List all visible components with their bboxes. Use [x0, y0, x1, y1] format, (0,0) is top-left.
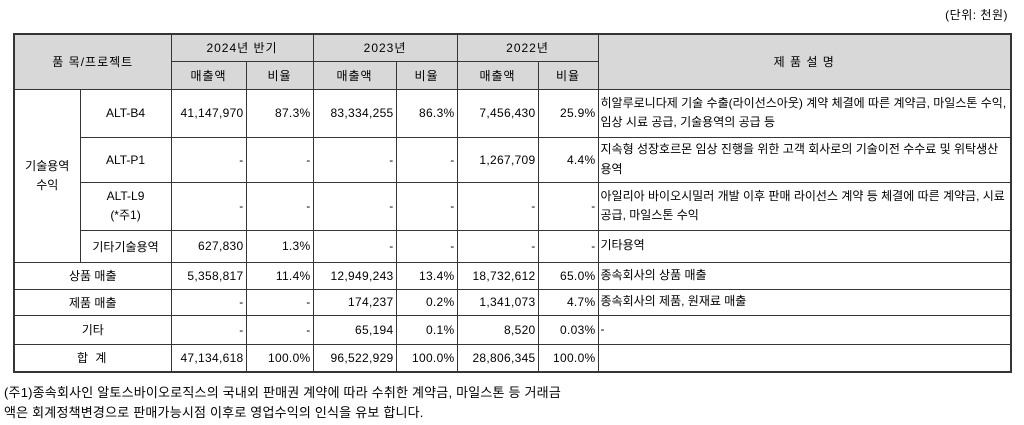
- cell-2024-ratio: -: [245, 136, 314, 183]
- header-revenue-2024: 매출액: [170, 60, 247, 90]
- row-label-alt-p1: ALT-P1: [79, 136, 172, 183]
- cell-2024-ratio: 87.3%: [245, 88, 314, 138]
- cell-2022-revenue: 28,806,345: [456, 343, 539, 373]
- group-label-tech-service-revenue: 기술용역 수익: [13, 88, 81, 263]
- cell-2022-revenue: 1,341,073: [456, 288, 539, 316]
- header-ratio-2024: 비율: [245, 60, 314, 90]
- cell-2023-ratio: 0.2%: [395, 288, 458, 316]
- cell-2024-revenue: -: [170, 136, 247, 183]
- row-label-total: 합 계: [13, 343, 172, 373]
- footnote-line-2: 액은 회계정책변경으로 판매가능시점 이후로 영업수익의 인식을 유보 합니다.: [4, 405, 424, 420]
- cell-2024-revenue: 41,147,970: [170, 88, 247, 138]
- cell-2023-revenue: 83,334,255: [312, 88, 397, 138]
- table-row: ALT-P1 - - - - 1,267,709 4.4% 지속형 성장호르몬 …: [14, 136, 1012, 183]
- cell-2023-revenue: 12,949,243: [312, 261, 397, 290]
- header-2022: 2022년: [456, 33, 599, 62]
- header-ratio-2022: 비율: [537, 60, 599, 90]
- cell-2023-revenue: 174,237: [312, 288, 397, 316]
- cell-2023-revenue: -: [312, 181, 397, 231]
- footnote-line-1: (주1)종속회사인 알토스바이오로직스의 국내외 판매권 계약에 따라 수취한 …: [4, 385, 561, 400]
- footnote: (주1)종속회사인 알토스바이오로직스의 국내외 판매권 계약에 따라 수취한 …: [4, 383, 704, 423]
- cell-description: [597, 343, 1012, 373]
- cell-2022-ratio: 4.7%: [537, 288, 599, 316]
- cell-2023-ratio: -: [395, 229, 458, 263]
- table-row: 기타 - - 65,194 0.1% 8,520 0.03% -: [13, 314, 1012, 345]
- cell-2023-ratio: 86.3%: [395, 88, 458, 138]
- cell-2024-ratio: -: [245, 314, 314, 345]
- cell-2022-revenue: -: [456, 229, 539, 263]
- header-ratio-2023: 비율: [395, 60, 458, 90]
- cell-2024-ratio: -: [245, 288, 314, 316]
- cell-2022-ratio: 100.0%: [537, 343, 599, 373]
- cell-2022-ratio: 4.4%: [537, 136, 599, 183]
- row-label-other-tech-service: 기타기술용역: [79, 229, 172, 263]
- cell-description: -: [597, 314, 1012, 345]
- cell-2024-revenue: 5,358,817: [170, 261, 247, 290]
- header-product-description: 제 품 설 명: [597, 33, 1012, 90]
- cell-2023-ratio: -: [395, 136, 458, 183]
- cell-2022-ratio: 65.0%: [537, 261, 599, 290]
- cell-2024-ratio: -: [245, 181, 314, 231]
- cell-description: 기타용역: [597, 229, 1012, 263]
- header-row-periods: 품 목/프로젝트 2024년 반기 2023년 2022년 제 품 설 명: [13, 33, 1012, 90]
- row-label-other: 기타: [13, 314, 172, 345]
- cell-description: 지속형 성장호르몬 임상 진행을 위한 고객 회사로의 기술이전 수수료 및 위…: [597, 136, 1012, 183]
- header-2024-half: 2024년 반기: [170, 33, 314, 62]
- cell-2024-ratio: 100.0%: [245, 343, 314, 373]
- header-item-project: 품 목/프로젝트: [13, 33, 172, 90]
- cell-2024-revenue: -: [170, 181, 247, 231]
- cell-2022-revenue: 8,520: [456, 314, 539, 345]
- table-row: 기타기술용역 627,830 1.3% - - - - 기타용역: [14, 229, 1012, 263]
- cell-2024-revenue: -: [170, 314, 247, 345]
- cell-2022-ratio: -: [537, 181, 599, 231]
- cell-2023-ratio: -: [395, 181, 458, 231]
- table-row: 제품 매출 - - 174,237 0.2% 1,341,073 4.7% 종속…: [13, 288, 1012, 316]
- table-row-total: 합 계 47,134,618 100.0% 96,522,929 100.0% …: [13, 343, 1012, 373]
- row-label-goods-sales: 상품 매출: [13, 261, 172, 290]
- table-row: ALT-L9 (*주1) - - - - - - 아일리아 바이오시밀러 개발 …: [14, 181, 1012, 231]
- cell-description: 히알루로니다제 기술 수출(라이선스아웃) 계약 체결에 따른 계약금, 마일스…: [597, 88, 1012, 138]
- cell-2022-ratio: 25.9%: [537, 88, 599, 138]
- header-row-measures: 매출액 비율 매출액 비율 매출액 비율: [14, 60, 1011, 90]
- cell-2022-revenue: 7,456,430: [456, 88, 539, 138]
- cell-2023-ratio: 13.4%: [395, 261, 458, 290]
- cell-2023-revenue: 96,522,929: [312, 343, 397, 373]
- table-row: 상품 매출 5,358,817 11.4% 12,949,243 13.4% 1…: [13, 261, 1012, 290]
- cell-2024-ratio: 11.4%: [245, 261, 314, 290]
- table-row: 기술용역 수익 ALT-B4 41,147,970 87.3% 83,334,2…: [13, 88, 1012, 263]
- cell-2022-ratio: 0.03%: [537, 314, 599, 345]
- row-label-alt-b4: ALT-B4: [79, 88, 172, 138]
- cell-2022-ratio: -: [537, 229, 599, 263]
- cell-2024-ratio: 1.3%: [245, 229, 314, 263]
- unit-label: (단위: 천원): [945, 8, 1008, 22]
- row-label-alt-l9: ALT-L9 (*주1): [79, 181, 172, 231]
- cell-2023-ratio: 100.0%: [395, 343, 458, 373]
- cell-2023-revenue: 65,194: [312, 314, 397, 345]
- cell-2023-ratio: 0.1%: [395, 314, 458, 345]
- cell-2024-revenue: -: [170, 288, 247, 316]
- header-revenue-2023: 매출액: [312, 60, 397, 90]
- header-revenue-2022: 매출액: [456, 60, 539, 90]
- cell-description: 아일리아 바이오시밀러 개발 이후 판매 라이선스 계약 등 체결에 따른 계약…: [597, 181, 1012, 231]
- cell-2022-revenue: 18,732,612: [456, 261, 539, 290]
- cell-2023-revenue: -: [312, 136, 397, 183]
- cell-2024-revenue: 627,830: [170, 229, 247, 263]
- cell-2024-revenue: 47,134,618: [170, 343, 247, 373]
- cell-2023-revenue: -: [312, 229, 397, 263]
- cell-description: 종속회사의 상품 매출: [597, 261, 1012, 290]
- cell-description: 종속회사의 제품, 원재료 매출: [597, 288, 1012, 316]
- header-2023: 2023년: [312, 33, 458, 62]
- cell-2022-revenue: 1,267,709: [456, 136, 539, 183]
- cell-2022-revenue: -: [456, 181, 539, 231]
- row-label-product-sales: 제품 매출: [13, 288, 172, 316]
- sales-by-product-table: 품 목/프로젝트 2024년 반기 2023년 2022년 제 품 설 명 매출…: [13, 33, 1013, 373]
